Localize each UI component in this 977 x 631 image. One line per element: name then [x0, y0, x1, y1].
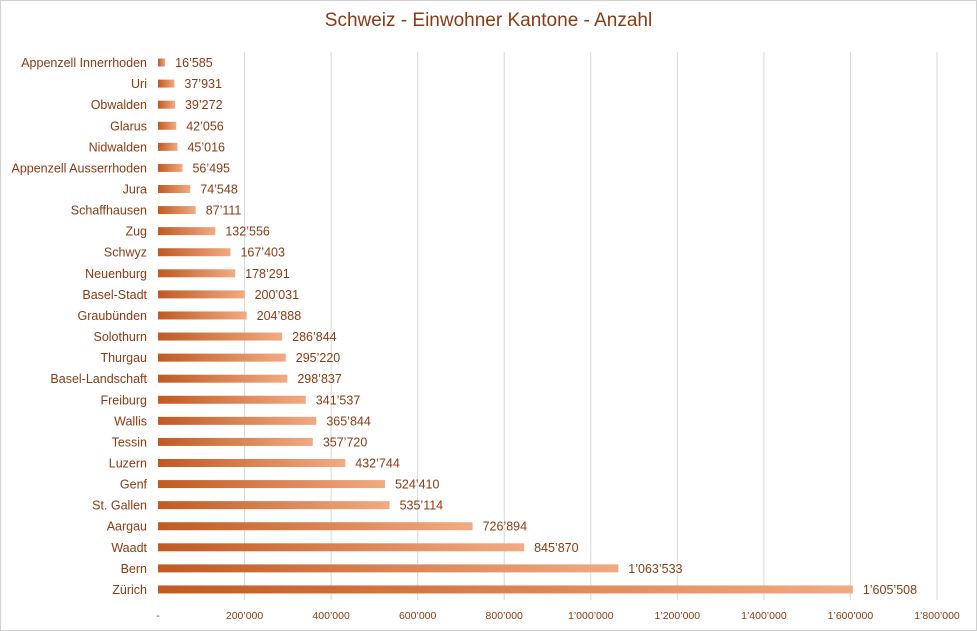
- category-label: St. Gallen: [92, 499, 147, 513]
- category-label: Glarus: [110, 119, 147, 133]
- bar: [158, 395, 306, 404]
- category-label: Bern: [121, 562, 147, 576]
- data-label: 39’272: [185, 98, 223, 112]
- data-label: 16’585: [175, 56, 213, 70]
- data-label: 365’844: [326, 414, 371, 428]
- category-label: Freiburg: [100, 393, 147, 407]
- data-label: 200’031: [255, 288, 300, 302]
- category-label: Basel-Landschaft: [50, 372, 147, 386]
- category-label: Zug: [125, 225, 147, 239]
- bar: [158, 522, 473, 531]
- bar: [158, 564, 619, 573]
- bar: [158, 416, 317, 425]
- data-label: 167’403: [240, 246, 285, 260]
- data-label: 87’111: [206, 204, 242, 218]
- category-label: Wallis: [114, 414, 147, 428]
- x-tick-label: -: [156, 610, 160, 622]
- category-label: Genf: [120, 478, 148, 492]
- data-label: 37’931: [184, 77, 222, 91]
- category-label: Thurgau: [100, 351, 147, 365]
- bar: [158, 121, 177, 130]
- category-label: Appenzell Innerrhoden: [21, 56, 147, 70]
- data-label: 132’556: [225, 225, 270, 239]
- bar: [158, 311, 247, 320]
- data-label: 204’888: [257, 309, 302, 323]
- data-label: 74’548: [200, 183, 238, 197]
- data-label: 1’063’533: [628, 562, 682, 576]
- data-label: 178’291: [245, 267, 290, 281]
- data-label: 845’870: [534, 541, 579, 555]
- bar: [158, 332, 283, 341]
- x-tick-label: 1’600’000: [828, 610, 874, 622]
- data-label: 432’744: [355, 457, 400, 471]
- category-label: Nidwalden: [89, 140, 147, 154]
- bar: [158, 480, 385, 489]
- category-label: Schwyz: [104, 246, 147, 260]
- bar: [158, 269, 236, 278]
- gridlines: [244, 52, 938, 600]
- data-label: 298’837: [297, 372, 342, 386]
- data-label: 286’844: [292, 330, 337, 344]
- bar: [158, 58, 166, 67]
- data-label: 1’605’508: [863, 583, 917, 597]
- bar: [158, 100, 175, 109]
- chart-title: Schweiz - Einwohner Kantone - Anzahl: [324, 10, 653, 31]
- labels: - 200’000 400’000 600’000 800’000 1’000’000 1’…: [11, 56, 959, 622]
- category-label: Waadt: [111, 541, 147, 555]
- bar: [158, 206, 196, 215]
- x-tick-label: 200’000: [226, 610, 264, 622]
- bar: [158, 353, 286, 362]
- bar: [158, 185, 191, 193]
- data-label: 42’056: [186, 119, 224, 133]
- bar: [158, 437, 313, 446]
- category-label: Graubünden: [77, 309, 147, 323]
- x-tick-label: 1’800’000: [914, 610, 960, 622]
- x-tick-label: 800’000: [486, 610, 524, 622]
- x-tick-label: 400’000: [312, 610, 350, 622]
- category-label: Uri: [131, 77, 147, 91]
- category-label: Basel-Stadt: [82, 288, 147, 302]
- x-tick-label: 1’000’000: [568, 610, 614, 622]
- data-label: 341’537: [316, 393, 361, 407]
- category-label: Neuenburg: [85, 267, 147, 281]
- category-label: Zürich: [112, 583, 147, 597]
- x-tick-label: 600’000: [399, 610, 437, 622]
- bar: [158, 459, 346, 467]
- category-label: Solothurn: [93, 330, 147, 344]
- category-label: Obwalden: [91, 98, 147, 112]
- bar: [158, 248, 231, 257]
- data-label: 726’894: [483, 520, 528, 534]
- category-label: Jura: [123, 183, 147, 197]
- category-label: Tessin: [112, 435, 147, 449]
- bar: [158, 290, 245, 299]
- bars: [158, 58, 853, 594]
- data-label: 45’016: [187, 140, 225, 154]
- data-label: 524’410: [395, 478, 440, 492]
- data-label: 535’114: [400, 499, 444, 513]
- category-label: Schaffhausen: [71, 204, 147, 218]
- category-label: Aargau: [107, 520, 147, 534]
- bar: [158, 585, 853, 594]
- bar: [158, 374, 288, 383]
- category-label: Luzern: [109, 457, 147, 471]
- data-label: 56’495: [192, 161, 230, 175]
- bar: [158, 227, 216, 236]
- data-label: 295’220: [296, 351, 341, 365]
- bar: [158, 79, 175, 88]
- bar: [158, 501, 390, 510]
- bar: [158, 142, 178, 151]
- bar: [158, 163, 183, 172]
- x-tick-label: 1’400’000: [741, 610, 787, 622]
- x-tick-label: 1’200’000: [655, 610, 701, 622]
- category-label: Appenzell Ausserrhoden: [11, 161, 147, 175]
- data-label: 357’720: [323, 435, 368, 449]
- bar: [158, 543, 525, 552]
